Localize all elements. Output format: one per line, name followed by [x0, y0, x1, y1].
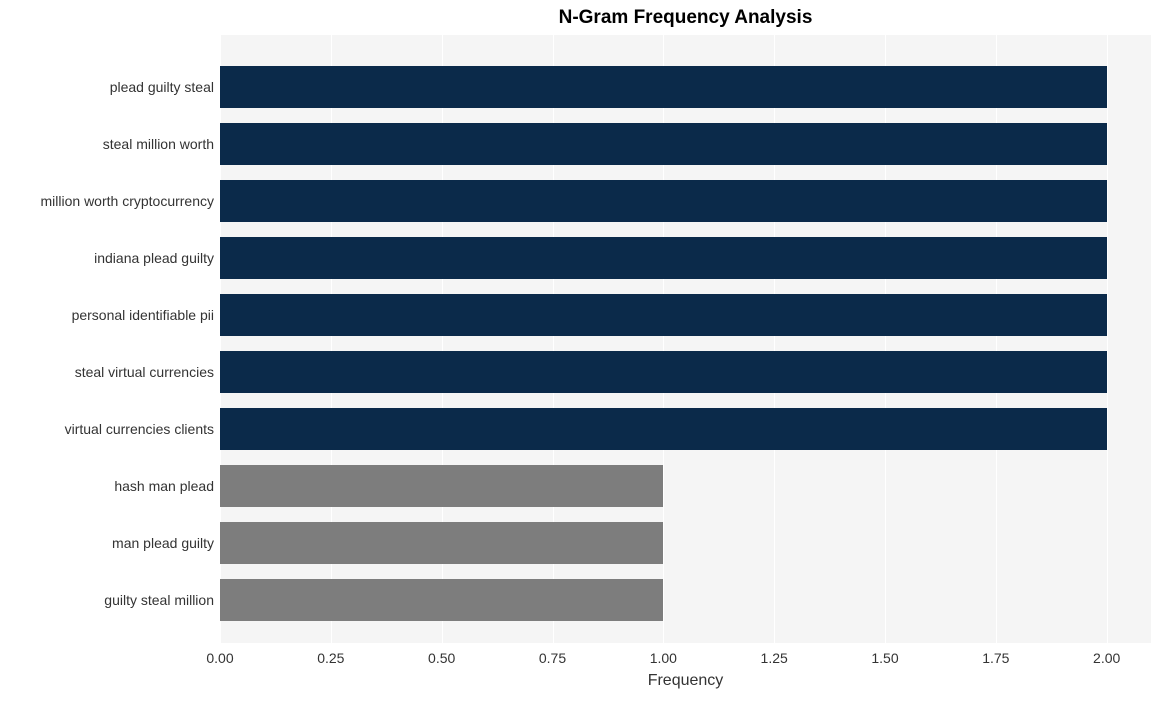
y-tick-label: plead guilty steal: [110, 66, 214, 108]
y-tick-label: steal virtual currencies: [75, 351, 214, 393]
bar: [220, 66, 1107, 108]
x-axis-label: Frequency: [220, 672, 1151, 690]
x-tick-label: 1.25: [761, 650, 788, 666]
y-tick-label: steal million worth: [103, 123, 214, 165]
x-tick-label: 2.00: [1093, 650, 1120, 666]
bar: [220, 351, 1107, 393]
bar: [220, 579, 663, 621]
y-tick-label: indiana plead guilty: [94, 237, 214, 279]
x-tick-label: 0.25: [317, 650, 344, 666]
x-tick-label: 1.75: [982, 650, 1009, 666]
chart-title: N-Gram Frequency Analysis: [220, 7, 1151, 29]
y-tick-label: man plead guilty: [112, 522, 214, 564]
x-tick-label: 0.00: [206, 650, 233, 666]
x-tick-label: 0.50: [428, 650, 455, 666]
y-tick-label: guilty steal million: [104, 579, 214, 621]
bar: [220, 294, 1107, 336]
gridline: [1107, 35, 1108, 643]
bar: [220, 465, 663, 507]
x-tick-label: 1.50: [871, 650, 898, 666]
x-tick-label: 0.75: [539, 650, 566, 666]
bar: [220, 237, 1107, 279]
bar: [220, 180, 1107, 222]
y-tick-label: personal identifiable pii: [72, 294, 214, 336]
ngram-chart: N-Gram Frequency Analysis Frequency 0.00…: [0, 0, 1161, 701]
y-tick-label: million worth cryptocurrency: [41, 180, 215, 222]
y-tick-label: virtual currencies clients: [65, 408, 214, 450]
bar: [220, 522, 663, 564]
plot-area: [220, 35, 1151, 643]
y-tick-label: hash man plead: [114, 465, 214, 507]
bar: [220, 123, 1107, 165]
bar: [220, 408, 1107, 450]
x-tick-label: 1.00: [650, 650, 677, 666]
